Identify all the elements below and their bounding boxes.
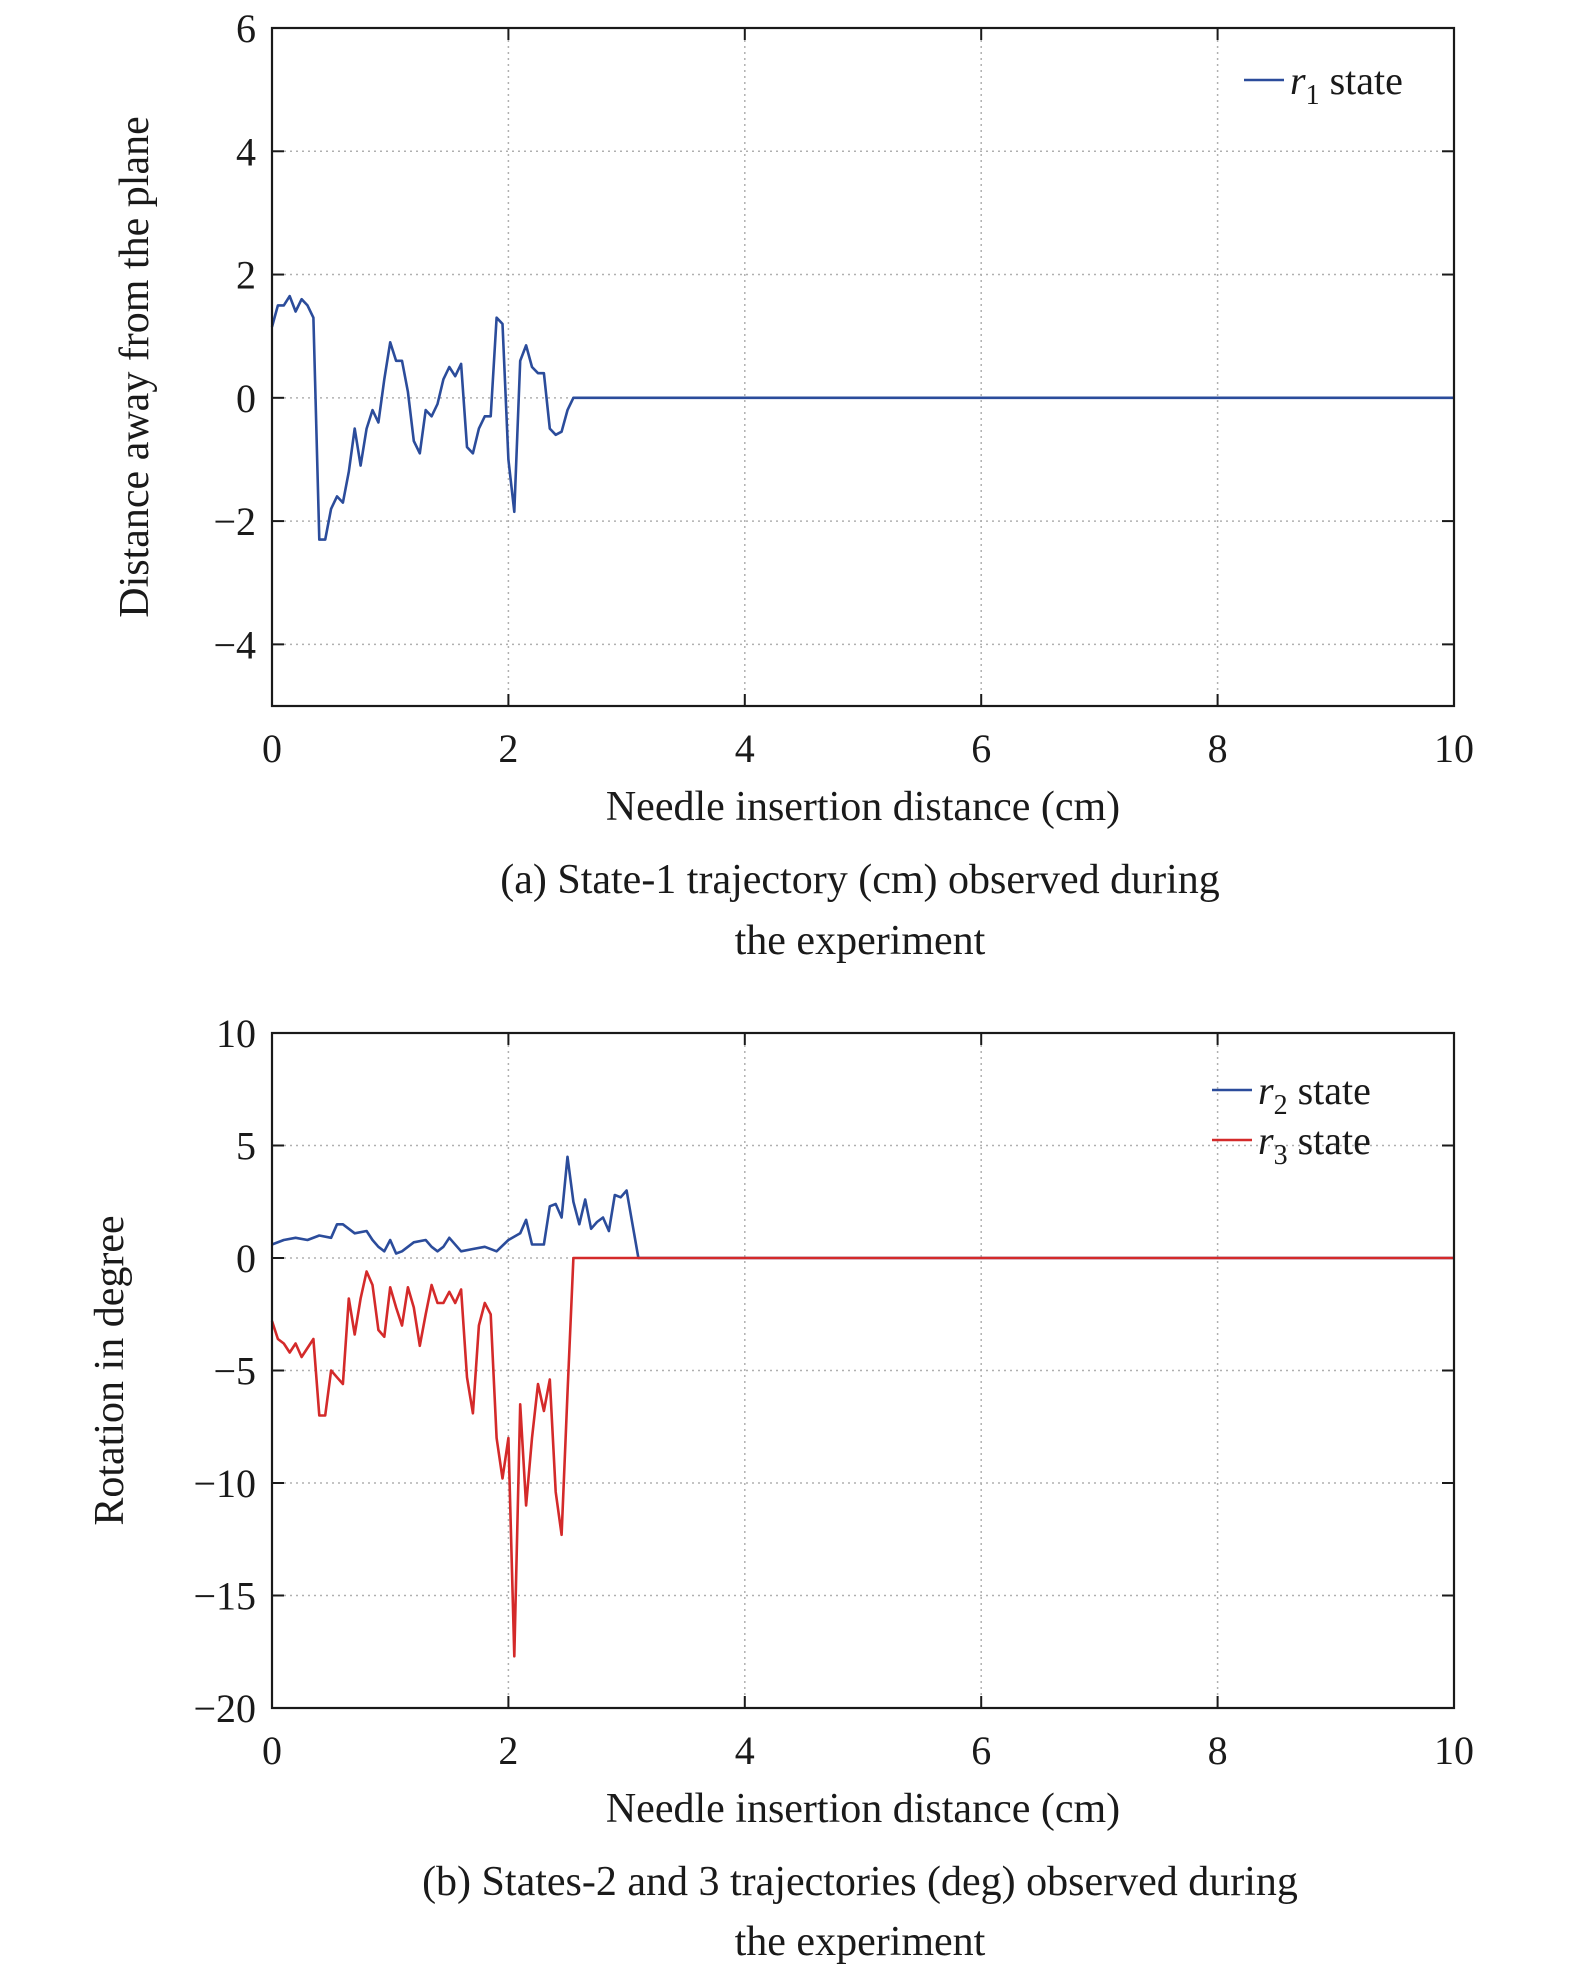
y-tick-label: −20 (193, 1686, 256, 1731)
y-tick-label: −5 (213, 1349, 256, 1394)
x-tick-label: 8 (1208, 1728, 1228, 1773)
series-line-2 (271, 1155, 1454, 1260)
legend-symbol: r (1290, 58, 1306, 103)
chart-panel-a: 0 2 4 6 8 10 −4 −2 0 2 4 6 Needle insertion distance… (112, 6, 1474, 964)
caption-line: (a) State-1 trajectory (cm) observed dur… (500, 857, 1220, 903)
y-tick-label: −10 (193, 1461, 256, 1506)
legend-subscript: 3 (1274, 1140, 1288, 1171)
x-tick-label: 2 (498, 1728, 518, 1773)
x-tick-label: 0 (262, 1728, 282, 1773)
legend-entry: r3 state (1258, 1118, 1371, 1171)
y-axis-label: Rotation in degree (87, 1215, 133, 1525)
x-tick-label: 8 (1208, 726, 1228, 771)
legend-subscript: 1 (1306, 80, 1320, 111)
legend-subscript: 2 (1274, 1090, 1288, 1121)
legend-entry: r2 state (1258, 1068, 1371, 1121)
x-tick-label: 0 (262, 726, 282, 771)
series-line-1 (270, 294, 1454, 541)
series-line-3 (270, 1256, 1454, 1658)
y-tick-label: 4 (236, 129, 256, 174)
x-tick-label: 2 (498, 726, 518, 771)
y-tick-label: 0 (236, 376, 256, 421)
plot-frame (270, 1031, 1456, 1710)
x-axis-label: Needle insertion distance (cm) (606, 784, 1120, 830)
x-tick-label: 10 (1434, 1728, 1474, 1773)
caption-line: (b) States-2 and 3 trajectories (deg) ob… (422, 1859, 1298, 1905)
y-tick-label: 5 (236, 1124, 256, 1169)
caption-line: the experiment (735, 1919, 986, 1965)
y-tick-label: −4 (213, 622, 256, 667)
y-tick-label: −2 (213, 499, 256, 544)
y-tick-label: 10 (216, 1011, 256, 1056)
legend-label: state (1288, 1068, 1371, 1113)
legend-entry: r1 state (1290, 58, 1403, 111)
y-tick-label: 6 (236, 6, 256, 51)
chart-panel-b: 0 2 4 6 8 10 −20 −15 −10 −5 0 5 10 Needle insertion d… (87, 1011, 1474, 1965)
y-axis-label: Distance away from the plane (112, 116, 158, 617)
caption-line: the experiment (735, 918, 986, 964)
x-tick-label: 6 (971, 1728, 991, 1773)
y-tick-label: −15 (193, 1574, 256, 1619)
x-tick-label: 4 (735, 1728, 755, 1773)
x-tick-label: 10 (1434, 726, 1474, 771)
legend-symbol: r (1258, 1118, 1274, 1163)
legend-label: state (1320, 58, 1403, 103)
plot-frame (270, 26, 1456, 708)
legend-symbol: r (1258, 1068, 1274, 1113)
x-axis-label: Needle insertion distance (cm) (606, 1786, 1120, 1832)
y-tick-label: 0 (236, 1236, 256, 1281)
legend-label: state (1288, 1118, 1371, 1163)
y-tick-label: 2 (236, 253, 256, 298)
x-tick-label: 6 (971, 726, 991, 771)
x-tick-label: 4 (735, 726, 755, 771)
